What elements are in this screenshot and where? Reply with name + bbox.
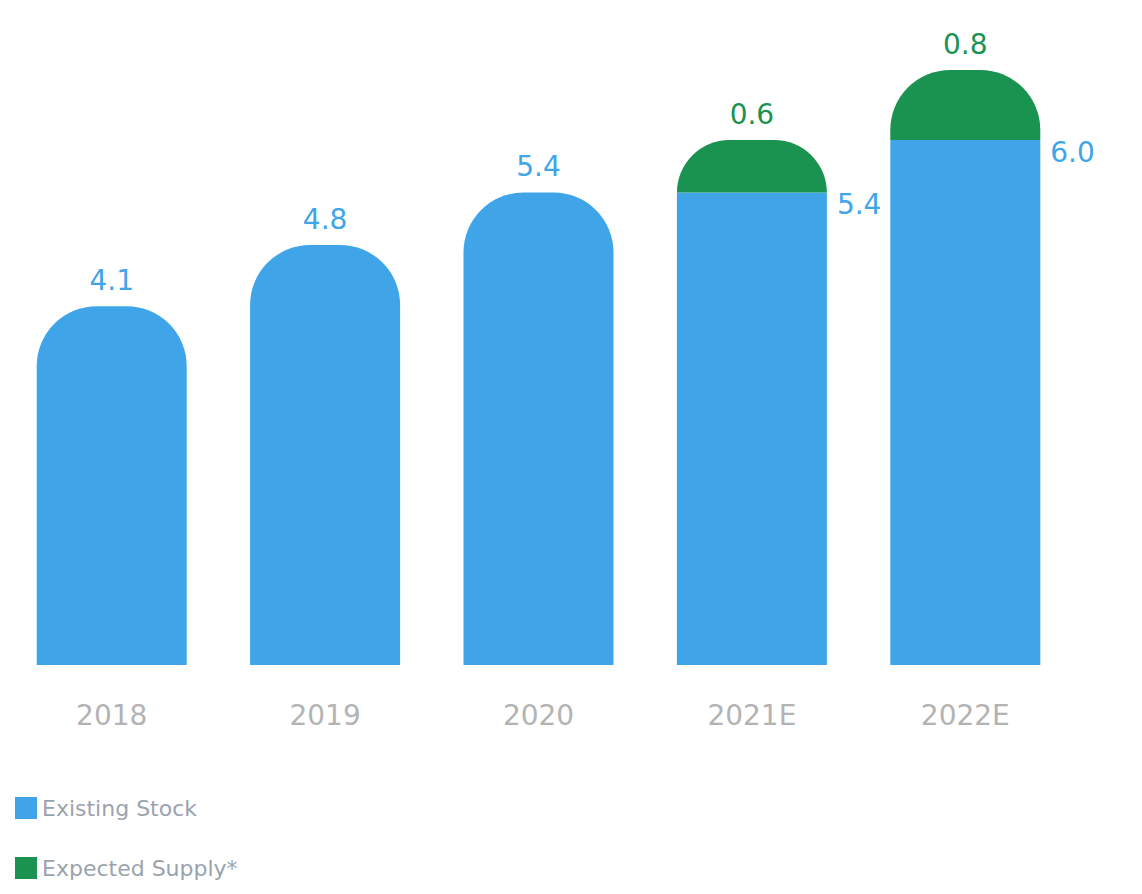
svg-text:5.4: 5.4 — [837, 188, 882, 221]
svg-text:4.1: 4.1 — [89, 264, 134, 297]
svg-text:4.8: 4.8 — [303, 203, 348, 236]
svg-text:2021E: 2021E — [707, 699, 796, 732]
svg-text:2018: 2018 — [76, 699, 147, 732]
svg-text:2019: 2019 — [289, 699, 360, 732]
svg-text:6.0: 6.0 — [1050, 136, 1095, 169]
svg-text:5.4: 5.4 — [516, 150, 561, 183]
svg-text:Expected Supply*: Expected Supply* — [42, 856, 238, 881]
svg-text:0.6: 0.6 — [730, 98, 775, 131]
svg-text:2020: 2020 — [503, 699, 574, 732]
svg-text:Existing Stock: Existing Stock — [42, 796, 197, 821]
svg-text:2022E: 2022E — [921, 699, 1010, 732]
svg-text:0.8: 0.8 — [943, 28, 988, 61]
